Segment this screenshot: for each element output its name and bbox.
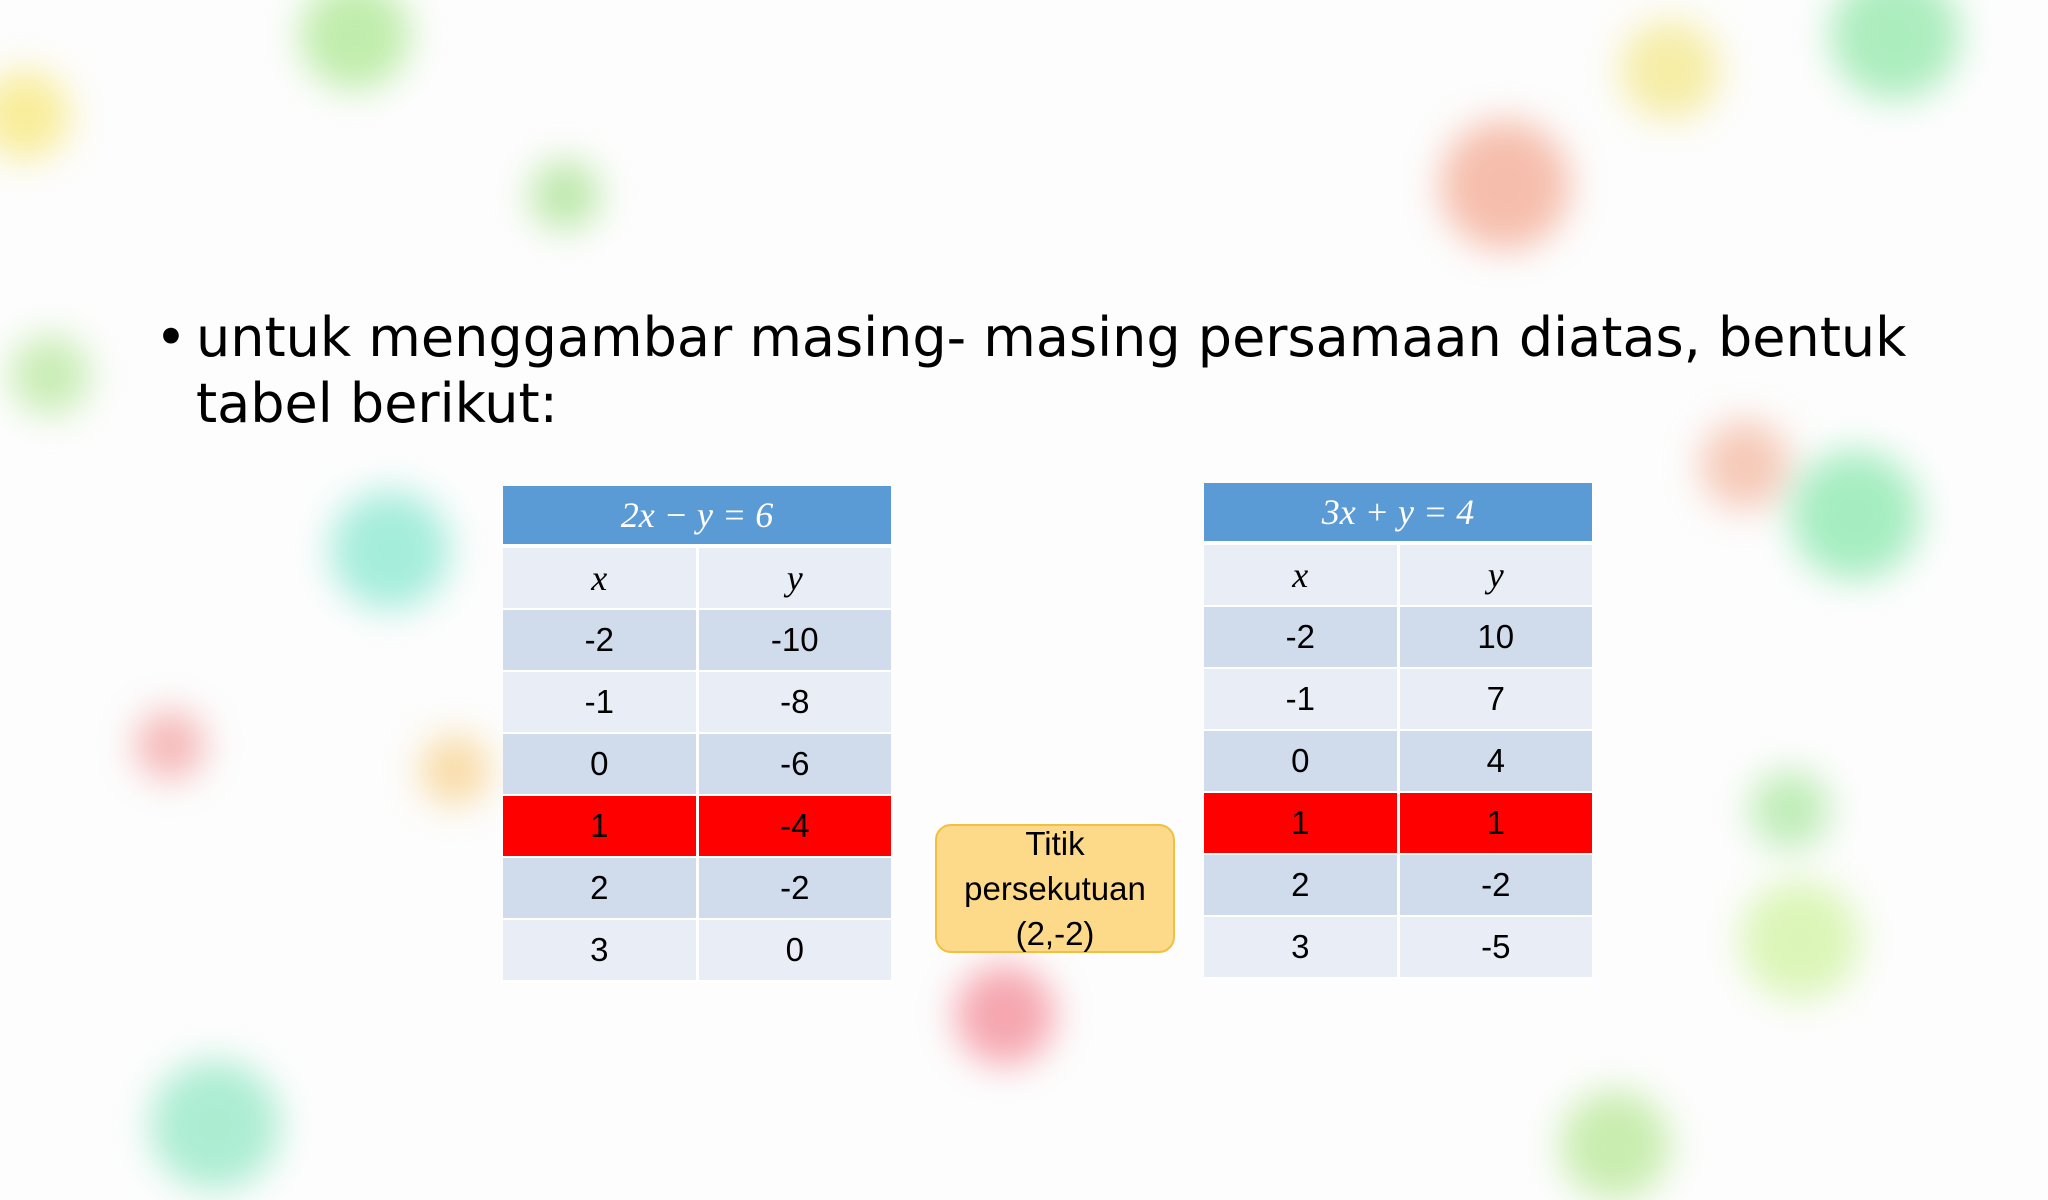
table-cell: 1	[1204, 793, 1400, 855]
table-cell: 0	[503, 734, 699, 796]
table-cell: -1	[1204, 669, 1400, 731]
header-cell: x	[503, 548, 699, 610]
decoration	[530, 160, 600, 230]
decoration	[300, 0, 410, 90]
table-cell: 3	[1204, 917, 1400, 979]
table-cell: 4	[1399, 731, 1592, 793]
table-cell: -4	[698, 796, 891, 858]
bullet-text: untuk menggambar masing- masing persamaa…	[155, 305, 1956, 437]
header-cell: y	[1399, 545, 1592, 607]
slide: untuk menggambar masing- masing persamaa…	[0, 0, 2048, 1152]
table-row: -2 10	[1204, 607, 1592, 669]
table-title: 3x + y = 4	[1204, 483, 1592, 545]
decoration	[330, 490, 450, 610]
table-cell: 1	[1399, 793, 1592, 855]
decoration	[135, 710, 205, 780]
decoration	[150, 1060, 280, 1190]
table-row: -1 -8	[503, 672, 891, 734]
table-cell: -10	[698, 610, 891, 672]
table-row: 2 -2	[503, 858, 891, 920]
table-cell: 3	[503, 920, 699, 982]
decoration	[1440, 120, 1570, 250]
table-cell: 0	[1204, 731, 1400, 793]
table: 3x + y = 4 x y -2 10 -1 7 0 4 1 1 2 -2 3 -5	[1204, 483, 1592, 979]
table-cell: -8	[698, 672, 891, 734]
table-row: 1 -4	[503, 796, 891, 858]
table-cell: 0	[698, 920, 891, 982]
table-cell: -1	[503, 672, 699, 734]
decoration	[955, 965, 1055, 1065]
table-cell: -6	[698, 734, 891, 796]
table-cell: -2	[1399, 855, 1592, 917]
table-cell: 7	[1399, 669, 1592, 731]
decoration	[0, 70, 70, 160]
table-row: -1 7	[1204, 669, 1592, 731]
table-row: 0 -6	[503, 734, 891, 796]
table-title: 2x − y = 6	[503, 486, 891, 548]
table-row: 3 -5	[1204, 917, 1592, 979]
table-row: 2 -2	[1204, 855, 1592, 917]
table-cell: -5	[1399, 917, 1592, 979]
table-cell: -2	[1204, 607, 1400, 669]
table-cell: 2	[503, 858, 699, 920]
table-cell: -2	[503, 610, 699, 672]
callout: Titik persekutuan (2,-2)	[935, 824, 1175, 953]
decoration	[10, 335, 90, 415]
table-cell: 1	[503, 796, 699, 858]
table-cell: -2	[698, 858, 891, 920]
decoration	[1830, 0, 1960, 100]
decoration	[1560, 1090, 1670, 1200]
decoration	[1620, 20, 1720, 120]
decoration	[1790, 450, 1920, 580]
table: 2x − y = 6 x y -2 -10 -1 -8 0 -6 1 -4 2 -2 3 0	[503, 486, 891, 982]
table-row: -2 -10	[503, 610, 891, 672]
decoration	[1740, 880, 1860, 1000]
table-cell: 10	[1399, 607, 1592, 669]
decoration	[1750, 770, 1830, 850]
decoration	[420, 735, 490, 805]
header-cell: x	[1204, 545, 1400, 607]
table-cell: 2	[1204, 855, 1400, 917]
header-cell: y	[698, 548, 891, 610]
